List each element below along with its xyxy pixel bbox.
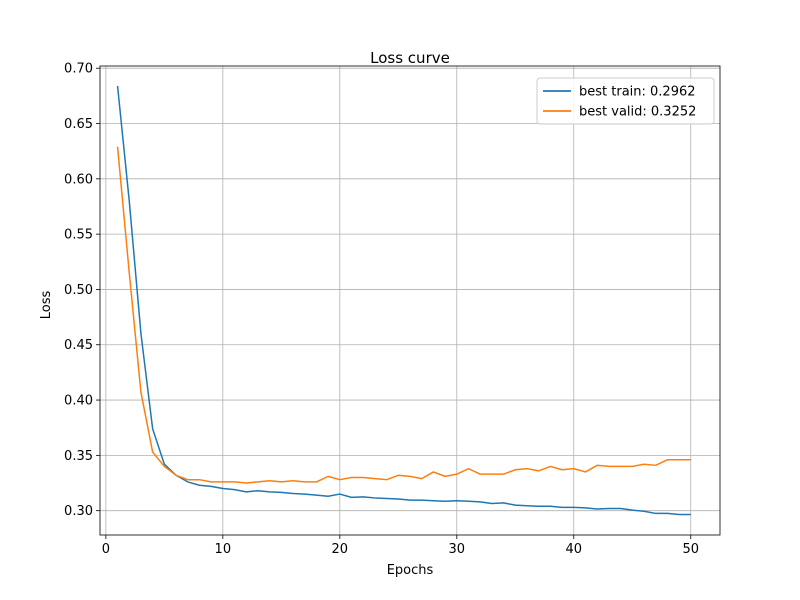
y-tick-label: 0.70 [64,62,93,77]
y-tick-label: 0.30 [64,504,93,519]
legend: best train: 0.2962 best valid: 0.3252 [536,77,715,125]
legend-box [536,77,715,125]
legend-label-train: best train: 0.2962 [579,85,696,100]
x-tick-label: 40 [566,542,583,557]
series-line-valid [116,146,691,484]
y-tick-label: 0.45 [64,338,93,353]
x-tick-label: 10 [215,542,232,557]
x-tick-label: 30 [449,542,466,557]
x-tick-label: 0 [102,542,110,557]
y-tick-label: 0.40 [64,394,93,409]
y-tick-label: 0.55 [64,228,93,243]
y-axis-label: Loss [39,291,54,320]
y-tick-label: 0.60 [64,172,93,187]
x-axis-label: Epochs [387,563,434,578]
x-tick-label: 50 [682,542,699,557]
chart-title: Loss curve [370,49,450,67]
legend-label-valid: best valid: 0.3252 [579,105,696,120]
x-tick-label: 20 [332,542,349,557]
y-tick-label: 0.65 [64,117,93,132]
series-line-train [116,85,691,516]
y-tick-label: 0.50 [64,283,93,298]
plot-area: 0 10 20 30 40 50 0.30 0.35 0.40 0.45 0.50 0.55 0.60 0… [64,62,721,557]
axes-frame [99,65,721,536]
y-tick-label: 0.35 [64,449,93,464]
